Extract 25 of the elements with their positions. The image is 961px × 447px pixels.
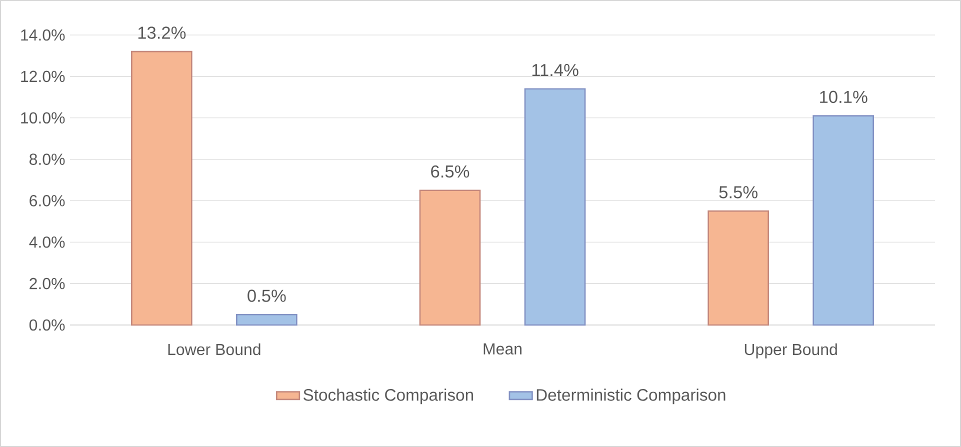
y-tick-label: 2.0% bbox=[30, 278, 65, 290]
data-label: 10.1% bbox=[820, 90, 868, 104]
data-label: 6.5% bbox=[431, 165, 470, 178]
x-tick-label: Mean bbox=[484, 343, 522, 355]
legend-label: Deterministic Comparison bbox=[536, 388, 726, 404]
bar bbox=[130, 50, 192, 326]
data-label: 11.4% bbox=[532, 64, 578, 76]
x-tick-label: Upper Bound bbox=[744, 343, 837, 358]
y-tick-label: 4.0% bbox=[29, 236, 65, 248]
data-label: 13.2% bbox=[138, 26, 186, 39]
bar bbox=[812, 115, 874, 326]
bar bbox=[524, 88, 586, 326]
data-label: 0.5% bbox=[248, 290, 286, 302]
y-tick-label: 8.0% bbox=[30, 154, 65, 165]
y-tick-label: 0.0% bbox=[29, 319, 65, 331]
y-tick-label: 12.0% bbox=[21, 70, 65, 82]
y-tick-label: 6.0% bbox=[30, 195, 65, 206]
x-tick-label: Lower Bound bbox=[168, 343, 260, 356]
y-tick-label: 14.0% bbox=[21, 29, 65, 41]
bar bbox=[708, 210, 769, 326]
bar bbox=[236, 314, 298, 326]
y-tick-label: 10.0% bbox=[21, 112, 65, 124]
data-label: 5.5% bbox=[719, 186, 758, 198]
legend-label: Stochastic Comparison bbox=[304, 388, 473, 404]
bar bbox=[419, 190, 481, 326]
